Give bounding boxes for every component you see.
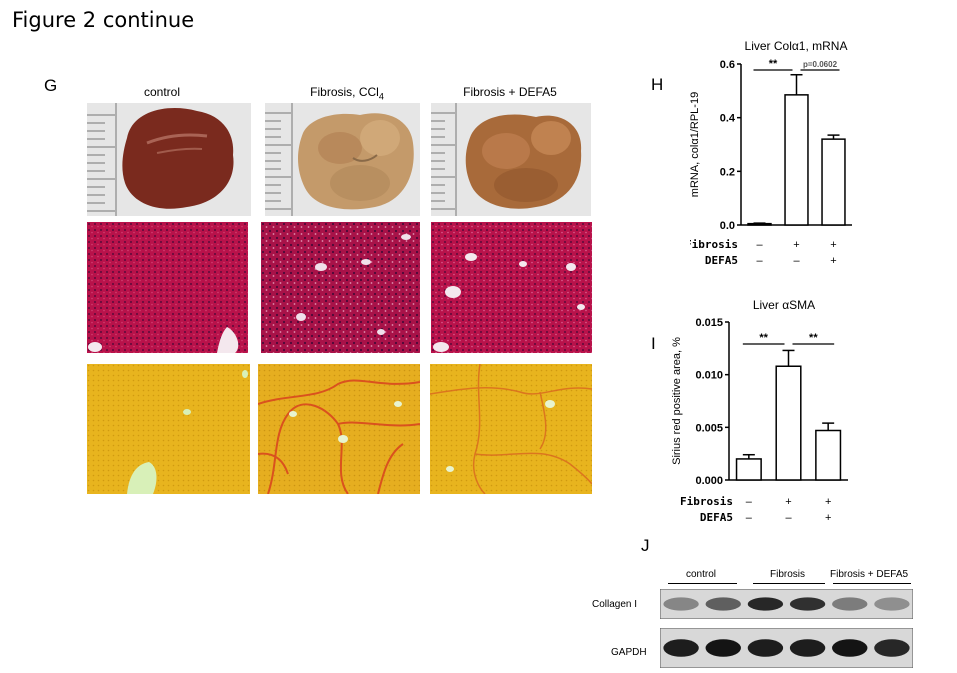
figure-title: Figure 2 continue — [12, 8, 195, 32]
condition-mark-0-1: + — [785, 496, 791, 508]
sirius-red-histology-control — [87, 364, 250, 494]
blot-band-2 — [747, 639, 784, 657]
bar-0 — [735, 458, 762, 481]
condition-mark-0-2: + — [830, 239, 836, 251]
sirius-red-histology-fibrosis — [258, 364, 420, 494]
chart-i: Liver αSMA Sirius red positive area, % 0.0… — [668, 296, 868, 528]
y-tick-label: 0.2 — [720, 166, 735, 178]
y-tick-label: 0.000 — [695, 475, 723, 487]
condition-label-0: Fibrosis — [680, 495, 733, 508]
blot-group-line-fibrosis-defa5 — [833, 583, 911, 584]
sirius-red-histology-fibrosis-defa5 — [430, 364, 592, 494]
significance-text-1: p=0.0602 — [803, 60, 838, 69]
blot-band-2 — [747, 597, 784, 611]
y-tick-label: 0.6 — [720, 59, 735, 71]
condition-mark-1-1: – — [785, 512, 792, 524]
blot-band-5 — [874, 597, 910, 611]
y-tick-label: 0.4 — [720, 113, 736, 125]
blot-group-label-fibrosis-defa5: Fibrosis + DEFA5 — [830, 569, 909, 580]
condition-label-1: DEFA5 — [700, 511, 733, 524]
western-blot-gapdh — [659, 627, 914, 669]
bar-2 — [815, 429, 842, 481]
bar-1 — [784, 94, 809, 226]
blot-membrane — [659, 627, 914, 669]
he-histology-control — [87, 222, 248, 353]
significance-text-0: ** — [759, 332, 768, 344]
chart-title: Liver αSMA — [753, 298, 815, 312]
western-blot-collagen — [659, 588, 914, 620]
condition-mark-1-1: – — [793, 255, 800, 267]
blot-band-5 — [874, 639, 910, 657]
condition-label-0: Fibrosis — [690, 238, 738, 251]
he-histology-fibrosis — [261, 222, 420, 353]
col-label-fibrosis: Fibrosis, CCl4 — [310, 85, 384, 102]
blot-band-3 — [789, 597, 826, 611]
col-label-control: control — [143, 85, 181, 99]
condition-label-1: DEFA5 — [705, 254, 738, 267]
chart-title: Liver Colα1, mRNA — [745, 39, 848, 53]
he-histology-fibrosis-defa5 — [431, 222, 592, 353]
condition-mark-0-1: + — [793, 239, 799, 251]
blot-row-label-collagen: Collagen I — [592, 599, 638, 610]
blot-band-4 — [832, 597, 868, 611]
y-axis-label: Sirius red positive area, % — [671, 337, 683, 465]
condition-mark-1-0: – — [746, 512, 753, 524]
condition-mark-1-2: + — [830, 255, 836, 267]
y-tick-label: 0.005 — [695, 422, 723, 434]
condition-mark-1-0: – — [756, 255, 763, 267]
blot-band-0 — [663, 639, 699, 657]
panel-i-letter: I — [651, 334, 656, 353]
y-axis-label: mRNA, colα1/RPL-19 — [690, 92, 701, 197]
condition-mark-0-2: + — [825, 496, 831, 508]
y-tick-label: 0.015 — [695, 317, 723, 329]
bar-2 — [821, 138, 846, 226]
condition-mark-0-0: – — [756, 239, 763, 251]
blot-row-label-gapdh: GAPDH — [611, 647, 647, 658]
col-label-fibrosis-defa5: Fibrosis + DEFA5 — [463, 85, 557, 99]
gross-liver-photo-control — [87, 103, 251, 216]
gross-liver-photo-fibrosis — [265, 103, 420, 216]
panel-h-letter: H — [651, 75, 664, 94]
significance-text-0: ** — [769, 58, 778, 70]
blot-band-3 — [789, 639, 826, 657]
blot-band-4 — [832, 639, 868, 657]
panel-j-letter: J — [641, 536, 650, 555]
condition-mark-0-0: – — [746, 496, 753, 508]
significance-text-1: ** — [809, 332, 818, 344]
blot-band-1 — [705, 597, 741, 611]
bar-1 — [775, 365, 802, 481]
blot-group-line-control — [668, 583, 737, 584]
blot-band-1 — [705, 639, 741, 657]
gross-liver-photo-fibrosis-defa5 — [431, 103, 591, 216]
condition-mark-1-2: + — [825, 512, 831, 524]
blot-group-label-fibrosis: Fibrosis — [770, 569, 806, 580]
blot-band-0 — [663, 597, 699, 611]
panel-g-letter: G — [44, 76, 58, 95]
blot-group-label-control: control — [686, 569, 717, 580]
blot-group-line-fibrosis — [753, 583, 825, 584]
y-tick-label: 0.010 — [695, 370, 723, 382]
y-tick-label: 0.0 — [720, 220, 735, 232]
chart-h: Liver Colα1, mRNA mRNA, colα1/RPL-19 0.0 0.… — [685, 36, 870, 276]
